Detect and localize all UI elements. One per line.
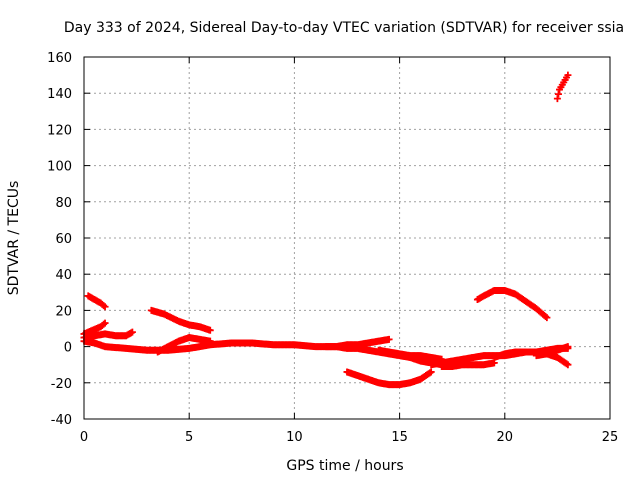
y-tick-label: 120	[47, 123, 72, 138]
data-point	[206, 326, 214, 334]
data-point	[426, 369, 434, 377]
data-point	[385, 335, 393, 343]
data-point	[553, 95, 561, 103]
axis-ticks: 0 5 10 15 20 25 -40 -20 0 20 40 60 80 100 120 140 160	[47, 51, 618, 445]
series-arc-7	[322, 335, 393, 351]
x-tick-label: 25	[602, 430, 619, 445]
x-tick-label: 15	[391, 430, 408, 445]
series-arc-11	[438, 359, 498, 371]
y-tick-label: 0	[64, 341, 72, 356]
data-point	[543, 314, 551, 322]
series-arc-6	[154, 334, 214, 356]
data-point	[542, 313, 550, 321]
x-tick-label: 5	[185, 430, 193, 445]
x-axis-label: GPS time / hours	[286, 458, 403, 474]
chart-title: Day 333 of 2024, Sidereal Day-to-day VTE…	[64, 20, 624, 36]
series-arc-12	[473, 286, 551, 322]
y-tick-label: -20	[51, 377, 72, 392]
data-point	[100, 320, 108, 328]
y-axis-label: SDTVAR / TECUs	[6, 181, 22, 296]
data-point	[100, 302, 108, 310]
data-point	[564, 71, 572, 79]
series-arc-3	[80, 328, 136, 342]
data-point	[101, 319, 109, 327]
data-point	[563, 360, 571, 368]
series-arc-9	[375, 346, 446, 363]
series-arc-13	[490, 348, 572, 369]
data-point	[554, 90, 562, 98]
series-arc-5	[147, 306, 214, 334]
data-point	[427, 368, 435, 376]
series-arc-15	[553, 71, 572, 103]
data-point	[206, 337, 214, 345]
data-point	[564, 343, 572, 351]
data-point	[101, 303, 109, 311]
y-tick-label: 80	[55, 196, 72, 211]
y-tick-label: 100	[47, 160, 72, 175]
y-tick-label: 40	[55, 268, 72, 283]
x-tick-label: 20	[497, 430, 514, 445]
y-tick-label: 60	[55, 232, 72, 247]
y-tick-label: 160	[47, 51, 72, 66]
x-tick-label: 0	[80, 430, 88, 445]
data-point	[564, 361, 572, 369]
plot-frame	[83, 56, 611, 420]
series-arc-8	[343, 368, 435, 389]
x-tick-label: 10	[286, 430, 303, 445]
data-series	[80, 71, 572, 389]
y-tick-label: 20	[55, 304, 72, 319]
series-arc-14	[532, 343, 572, 360]
series-arc-1	[84, 292, 109, 311]
y-tick-label: 140	[47, 87, 72, 102]
data-point	[128, 328, 136, 336]
y-tick-label: -40	[51, 413, 72, 428]
